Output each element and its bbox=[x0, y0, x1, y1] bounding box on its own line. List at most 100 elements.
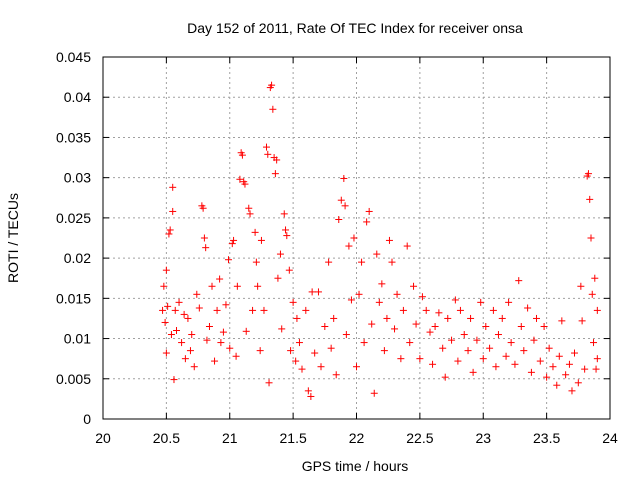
data-point bbox=[257, 236, 265, 244]
data-point bbox=[285, 266, 293, 274]
data-point bbox=[335, 215, 343, 223]
data-point bbox=[593, 355, 601, 363]
data-point bbox=[287, 347, 295, 355]
data-point bbox=[193, 290, 201, 298]
data-point bbox=[574, 379, 582, 387]
data-point bbox=[238, 151, 246, 159]
data-point bbox=[280, 210, 288, 218]
data-point bbox=[188, 331, 196, 339]
data-point bbox=[388, 258, 396, 266]
data-point bbox=[505, 298, 513, 306]
data-point bbox=[195, 304, 203, 312]
data-point bbox=[317, 363, 325, 371]
data-point bbox=[355, 290, 363, 298]
data-point bbox=[263, 143, 271, 151]
data-point bbox=[460, 331, 468, 339]
x-tick-label: 21.5 bbox=[280, 430, 307, 446]
data-point bbox=[350, 234, 358, 242]
data-point bbox=[412, 320, 420, 328]
data-point bbox=[293, 314, 301, 322]
data-point bbox=[264, 150, 272, 158]
data-point bbox=[330, 314, 338, 322]
data-point bbox=[383, 314, 391, 322]
data-point bbox=[448, 336, 456, 344]
data-point bbox=[199, 204, 207, 212]
data-point bbox=[161, 318, 169, 326]
y-tick-label: 0.025 bbox=[56, 210, 91, 226]
x-tick-label: 20 bbox=[95, 430, 111, 446]
data-point bbox=[245, 204, 253, 212]
data-point bbox=[345, 242, 353, 250]
data-point bbox=[269, 105, 277, 113]
chart-title: Day 152 of 2011, Rate Of TEC Index for r… bbox=[187, 20, 523, 36]
data-point bbox=[166, 226, 174, 234]
data-point bbox=[268, 81, 276, 89]
data-point bbox=[410, 282, 418, 290]
data-point bbox=[342, 331, 350, 339]
x-tick-label: 23.5 bbox=[533, 430, 560, 446]
data-point bbox=[456, 306, 464, 314]
data-point bbox=[581, 365, 589, 373]
data-point bbox=[530, 336, 538, 344]
data-point bbox=[226, 344, 234, 352]
data-point bbox=[162, 266, 170, 274]
data-point bbox=[549, 363, 557, 371]
x-tick-label: 22 bbox=[349, 430, 365, 446]
data-point bbox=[190, 363, 198, 371]
data-point bbox=[479, 355, 487, 363]
data-point bbox=[577, 282, 585, 290]
data-point bbox=[340, 174, 348, 182]
data-point bbox=[308, 288, 316, 296]
y-tick-label: 0.01 bbox=[64, 331, 91, 347]
data-point bbox=[278, 325, 286, 333]
x-tick-label: 23 bbox=[475, 430, 491, 446]
data-point bbox=[441, 373, 449, 381]
data-point bbox=[274, 274, 282, 282]
data-point bbox=[159, 306, 167, 314]
data-point bbox=[298, 365, 306, 373]
data-point bbox=[311, 349, 319, 357]
data-point bbox=[251, 228, 259, 236]
data-point bbox=[363, 218, 371, 226]
data-point bbox=[527, 368, 535, 376]
data-point bbox=[536, 357, 544, 365]
data-point bbox=[249, 306, 257, 314]
data-point bbox=[486, 344, 494, 352]
data-point bbox=[347, 296, 355, 304]
data-point bbox=[378, 280, 386, 288]
data-point bbox=[489, 306, 497, 314]
data-point bbox=[444, 314, 452, 322]
data-point bbox=[498, 314, 506, 322]
data-point bbox=[515, 277, 523, 285]
axis-ticks: 20 20.5 21 21.5 22 22.5 23 23.5 24 0 0.005 0.01 0.01… bbox=[56, 49, 618, 446]
data-point bbox=[184, 314, 192, 322]
y-tick-label: 0.045 bbox=[56, 49, 91, 65]
data-point bbox=[260, 306, 268, 314]
data-point bbox=[555, 352, 563, 360]
data-point bbox=[233, 282, 241, 290]
data-point bbox=[469, 368, 477, 376]
data-point bbox=[439, 344, 447, 352]
data-point bbox=[304, 387, 312, 395]
data-point bbox=[591, 274, 599, 282]
data-point bbox=[571, 349, 579, 357]
data-point bbox=[426, 328, 434, 336]
data-point bbox=[211, 357, 219, 365]
grid-lines bbox=[103, 57, 610, 419]
data-point bbox=[368, 320, 376, 328]
data-point bbox=[208, 282, 216, 290]
data-point bbox=[543, 373, 551, 381]
data-point bbox=[180, 310, 188, 318]
data-points bbox=[159, 81, 601, 400]
data-point bbox=[358, 258, 366, 266]
data-point bbox=[558, 317, 566, 325]
data-point bbox=[588, 290, 596, 298]
data-point bbox=[282, 226, 290, 234]
data-point bbox=[216, 275, 224, 283]
data-point bbox=[325, 258, 333, 266]
data-point bbox=[295, 339, 303, 347]
y-tick-label: 0.04 bbox=[64, 89, 91, 105]
x-tick-label: 21 bbox=[222, 430, 238, 446]
data-point bbox=[562, 371, 570, 379]
data-point bbox=[273, 156, 281, 164]
